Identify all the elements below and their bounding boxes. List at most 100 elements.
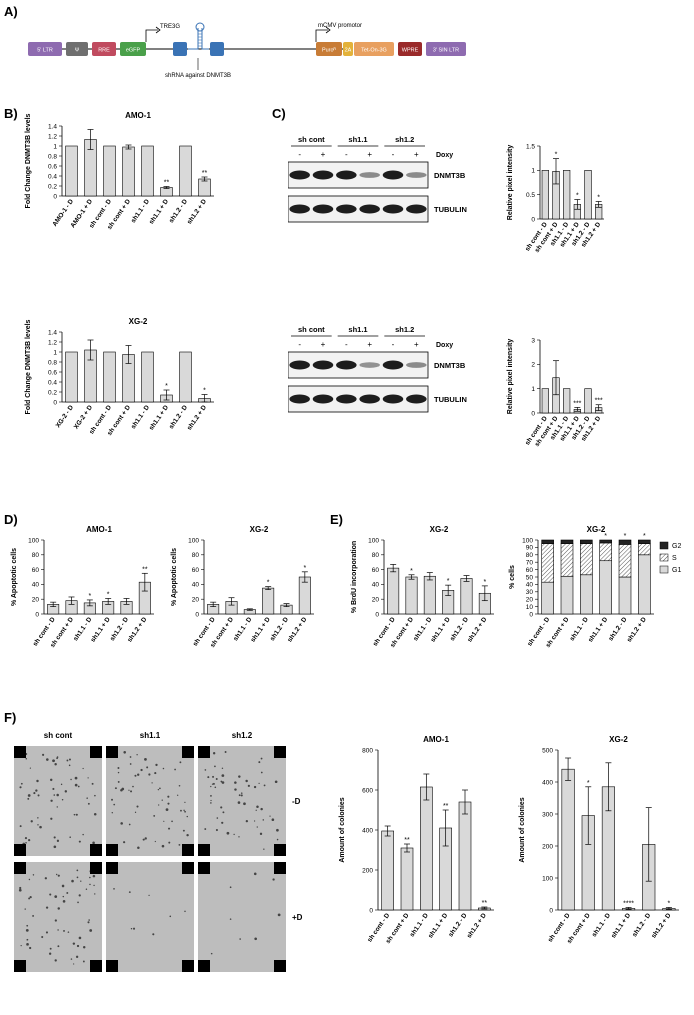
y-tick-label: 20 bbox=[32, 597, 40, 604]
colony-dot bbox=[240, 792, 243, 794]
colony-dot bbox=[87, 802, 90, 805]
colony-dot bbox=[77, 785, 80, 788]
colony-dot bbox=[245, 820, 249, 823]
y-tick-label: 0 bbox=[531, 216, 535, 223]
colony-dot bbox=[53, 794, 56, 796]
significance-mark: * bbox=[624, 533, 627, 540]
cassette-element: WPRE bbox=[398, 42, 422, 56]
chart-title: XG-2 bbox=[609, 735, 628, 744]
x-tick-label: sh1.1 + D bbox=[587, 616, 609, 644]
colony-dot bbox=[73, 813, 76, 816]
well-corner bbox=[274, 960, 286, 972]
colony-dot bbox=[233, 833, 235, 836]
colony-dot bbox=[49, 893, 52, 896]
colony-dot bbox=[243, 802, 246, 806]
doxy-sign: - bbox=[345, 340, 348, 349]
bar-segment-g2 bbox=[580, 539, 593, 545]
colony-dot bbox=[155, 763, 158, 767]
blot-band bbox=[406, 172, 427, 178]
colony-dot bbox=[167, 795, 170, 798]
doxy-sign: + bbox=[414, 340, 419, 349]
bar bbox=[103, 351, 116, 403]
colony-dot bbox=[215, 828, 218, 832]
y-tick-label: 0 bbox=[53, 193, 57, 200]
colony-dot bbox=[27, 797, 30, 800]
colony-dot bbox=[151, 782, 153, 784]
colony-well bbox=[106, 746, 194, 856]
colony-dot bbox=[154, 772, 157, 775]
colony-dot bbox=[52, 759, 55, 763]
colony-dot bbox=[73, 963, 75, 965]
blot-band bbox=[382, 204, 404, 214]
colony-dot bbox=[183, 809, 185, 812]
chart-title: XG-2 bbox=[250, 525, 269, 534]
colony-dot bbox=[130, 927, 133, 930]
colony-dot bbox=[221, 821, 224, 824]
y-tick-label: 10 bbox=[526, 604, 534, 611]
y-axis-label: Amount of colonies bbox=[339, 797, 346, 862]
doxy-sign: - bbox=[392, 150, 395, 159]
significance-mark: ** bbox=[202, 170, 208, 177]
significance-mark: * bbox=[410, 568, 413, 575]
colony-dot bbox=[220, 806, 223, 809]
significance-mark: * bbox=[447, 578, 450, 585]
bar bbox=[298, 576, 311, 615]
bar-segment-s bbox=[638, 543, 651, 556]
colony-well bbox=[14, 862, 102, 972]
well-corner bbox=[90, 862, 102, 874]
colony-dot bbox=[28, 897, 31, 900]
colony-dot bbox=[27, 794, 31, 797]
colony-dot bbox=[62, 900, 66, 903]
colony-dot bbox=[221, 767, 224, 770]
colony-dot bbox=[63, 929, 65, 932]
colony-dot bbox=[144, 837, 147, 840]
colony-dot bbox=[92, 874, 96, 878]
colony-row-label: -D bbox=[292, 797, 301, 806]
blot-band bbox=[382, 170, 404, 180]
bar bbox=[141, 351, 154, 403]
blot-band bbox=[359, 172, 380, 178]
colony-dot bbox=[258, 782, 260, 784]
y-tick-label: 1 bbox=[531, 386, 535, 393]
y-axis-label: Amount of colonies bbox=[519, 797, 526, 862]
blot-group-label: sh1.1 bbox=[348, 135, 367, 144]
colony-dot bbox=[44, 877, 47, 880]
well-corner bbox=[274, 862, 286, 874]
colony-dot bbox=[226, 831, 230, 835]
colony-dot bbox=[25, 757, 28, 760]
colony-dot bbox=[238, 775, 241, 778]
colony-dot bbox=[60, 783, 63, 786]
blot-group-label: sh cont bbox=[298, 135, 325, 144]
colony-dot bbox=[87, 777, 89, 779]
y-tick-label: 40 bbox=[192, 582, 200, 589]
y-tick-label: 0.2 bbox=[48, 183, 57, 190]
colony-dot bbox=[276, 828, 279, 832]
colony-dot bbox=[72, 942, 76, 945]
chart-title: AMO-1 bbox=[125, 111, 151, 120]
colony-dot bbox=[25, 841, 27, 844]
colony-dot bbox=[216, 817, 219, 819]
colony-dot bbox=[28, 838, 31, 842]
colony-dot bbox=[259, 832, 263, 836]
bar bbox=[179, 351, 192, 403]
colony-dot bbox=[137, 773, 140, 776]
colony-dot bbox=[54, 919, 57, 922]
blot-band bbox=[289, 360, 310, 370]
blot-band bbox=[336, 360, 357, 370]
colony-dot bbox=[132, 785, 134, 788]
colony-dot bbox=[260, 807, 263, 811]
bar-segment-s bbox=[580, 543, 593, 576]
blot-group-label: sh1.2 bbox=[395, 325, 414, 334]
y-tick-label: 0 bbox=[35, 611, 39, 618]
blot-band bbox=[289, 394, 310, 404]
bar bbox=[179, 145, 192, 197]
colony-dot bbox=[93, 812, 97, 816]
y-tick-label: 100 bbox=[522, 537, 533, 544]
colony-dot bbox=[128, 891, 131, 894]
well-corner bbox=[14, 862, 26, 874]
y-tick-label: 600 bbox=[362, 787, 373, 794]
well-corner bbox=[182, 746, 194, 758]
colony-dot bbox=[56, 839, 60, 842]
colony-dot bbox=[41, 936, 44, 939]
tre-arrowhead bbox=[155, 26, 161, 34]
